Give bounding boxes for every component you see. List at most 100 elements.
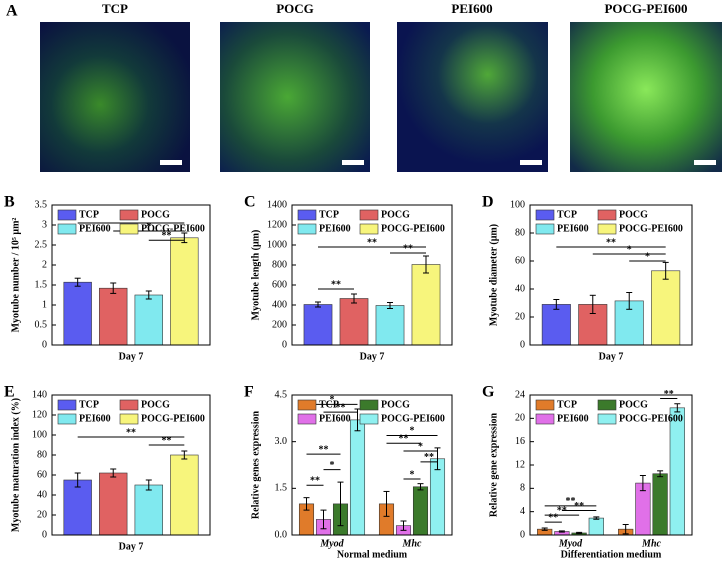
y-tick-label: 80 (37, 449, 47, 460)
significance-label: ** (566, 496, 576, 507)
legend-label: TCP (79, 209, 99, 220)
legend-swatch (359, 413, 379, 425)
bar (170, 454, 199, 536)
bar (63, 479, 92, 536)
legend-label: TCP (79, 399, 99, 410)
image (40, 22, 190, 172)
y-tick-label: 0.5 (35, 319, 48, 330)
y-tick-label: 12 (515, 459, 525, 470)
significance-label: ** (606, 237, 616, 248)
y-axis-label: Myotube length (μm) (250, 230, 261, 321)
legend-label: PEI600 (557, 413, 589, 424)
legend-label: TCP (319, 209, 339, 220)
legend-label: TCP (557, 399, 577, 410)
scale-bar (342, 160, 364, 165)
image (397, 22, 548, 172)
y-tick-label: 0 (520, 339, 525, 350)
legend-swatch (535, 413, 555, 425)
significance-label: ** (367, 237, 377, 248)
significance-label: ** (336, 402, 346, 413)
y-tick-label: 1000 (267, 239, 287, 250)
significance-label: * (418, 441, 423, 452)
legend-swatch (597, 413, 617, 425)
y-tick-label: 80 (515, 227, 525, 238)
bar (63, 281, 92, 346)
legend-swatch (535, 399, 555, 411)
legend-swatch (535, 223, 555, 235)
image-title: PEI600 (451, 1, 492, 16)
significance-label: ** (424, 452, 434, 463)
legend-swatch (297, 209, 317, 221)
plot-frame (291, 394, 453, 536)
x-tick-label: Mhc (641, 538, 661, 549)
significance-label: ** (403, 243, 413, 254)
bar (170, 237, 199, 346)
y-axis-label: Myotube number / 10⁵ μm² (10, 218, 21, 333)
y-tick-label: 120 (32, 409, 47, 420)
x-axis-label: Normal medium (337, 549, 408, 560)
legend-swatch (57, 399, 77, 411)
bar (349, 419, 366, 536)
legend-label: PEI600 (319, 413, 351, 424)
bar (375, 305, 405, 346)
x-tick-label: Myod (319, 538, 344, 549)
y-axis-label: Myotube diameter (μm) (488, 224, 499, 326)
significance-label: ** (574, 501, 584, 512)
y-tick-label: 20 (515, 311, 525, 322)
legend-swatch (119, 223, 139, 235)
bar (303, 304, 333, 346)
legend-swatch (597, 223, 617, 235)
legend-swatch (119, 209, 139, 221)
legend-swatch (597, 209, 617, 221)
significance-label: * (645, 251, 650, 262)
legend-label: POCG (141, 399, 170, 410)
micrographs (40, 22, 722, 172)
scale-bar (520, 160, 542, 165)
significance-label: * (410, 469, 415, 480)
panel-label: B (4, 194, 15, 211)
bar (651, 270, 681, 346)
plot-frame (529, 204, 693, 346)
legend-swatch (57, 209, 77, 221)
legend-label: POCG-PEI600 (619, 413, 683, 424)
image (220, 22, 370, 172)
image-title: TCP (102, 1, 128, 16)
legend-swatch (57, 413, 77, 425)
y-tick-label: 40 (37, 489, 47, 500)
significance-label: ** (126, 427, 136, 438)
y-tick-label: 600 (272, 279, 287, 290)
plot-frame (51, 394, 211, 536)
legend-label: POCG (619, 209, 648, 220)
y-axis-label: Relative gene expression (488, 412, 499, 517)
y-tick-label: 2 (42, 259, 47, 270)
y-tick-label: 0.0 (275, 529, 288, 540)
significance-label: ** (331, 279, 341, 290)
legend-label: PEI600 (79, 223, 111, 234)
y-tick-label: 1.5 (35, 279, 48, 290)
legend-label: POCG (619, 399, 648, 410)
scale-bar (160, 160, 182, 165)
legend-label: POCG-PEI600 (619, 223, 683, 234)
y-tick-label: 4.5 (275, 389, 288, 400)
significance-label: * (330, 460, 335, 471)
x-axis-label: Day 7 (360, 351, 385, 362)
legend-label: POCG-PEI600 (381, 223, 445, 234)
scale-bar (694, 160, 716, 165)
bar (411, 264, 441, 346)
y-tick-label: 20 (515, 413, 525, 424)
significance-label: ** (162, 230, 172, 241)
legend-label: POCG (141, 209, 170, 220)
bar (429, 458, 446, 536)
legend-swatch (535, 209, 555, 221)
legend-swatch (57, 223, 77, 235)
y-tick-label: 3.0 (275, 436, 288, 447)
y-axis-label: Myotube maturation index (%) (10, 398, 21, 532)
plot-frame (291, 204, 453, 346)
legend-swatch (297, 223, 317, 235)
legend-label: POCG-PEI600 (381, 413, 445, 424)
bar (134, 294, 163, 346)
y-tick-label: 0 (520, 529, 525, 540)
x-axis-label: Differentiation medium (561, 549, 662, 560)
legend-label: POCG-PEI600 (141, 223, 205, 234)
